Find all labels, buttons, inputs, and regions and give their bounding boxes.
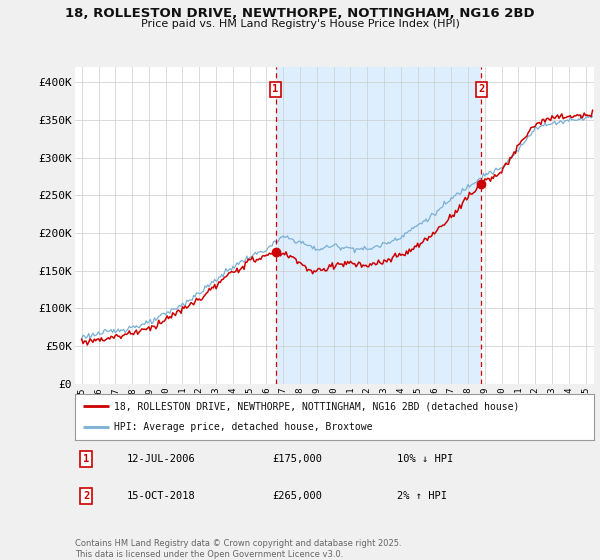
Text: 1: 1 xyxy=(272,85,278,94)
Text: 18, ROLLESTON DRIVE, NEWTHORPE, NOTTINGHAM, NG16 2BD: 18, ROLLESTON DRIVE, NEWTHORPE, NOTTINGH… xyxy=(65,7,535,20)
Text: Price paid vs. HM Land Registry's House Price Index (HPI): Price paid vs. HM Land Registry's House … xyxy=(140,19,460,29)
Text: £175,000: £175,000 xyxy=(272,454,322,464)
Text: 18, ROLLESTON DRIVE, NEWTHORPE, NOTTINGHAM, NG16 2BD (detached house): 18, ROLLESTON DRIVE, NEWTHORPE, NOTTINGH… xyxy=(114,401,519,411)
Text: 2% ↑ HPI: 2% ↑ HPI xyxy=(397,491,447,501)
Text: 1: 1 xyxy=(83,454,89,464)
Text: HPI: Average price, detached house, Broxtowe: HPI: Average price, detached house, Brox… xyxy=(114,422,373,432)
Text: 12-JUL-2006: 12-JUL-2006 xyxy=(127,454,196,464)
Bar xyxy=(275,67,481,384)
Text: 2: 2 xyxy=(83,491,89,501)
Text: Contains HM Land Registry data © Crown copyright and database right 2025.
This d: Contains HM Land Registry data © Crown c… xyxy=(75,539,401,559)
Text: £265,000: £265,000 xyxy=(272,491,322,501)
Text: 10% ↓ HPI: 10% ↓ HPI xyxy=(397,454,453,464)
Text: 2: 2 xyxy=(478,85,484,94)
Text: 15-OCT-2018: 15-OCT-2018 xyxy=(127,491,196,501)
